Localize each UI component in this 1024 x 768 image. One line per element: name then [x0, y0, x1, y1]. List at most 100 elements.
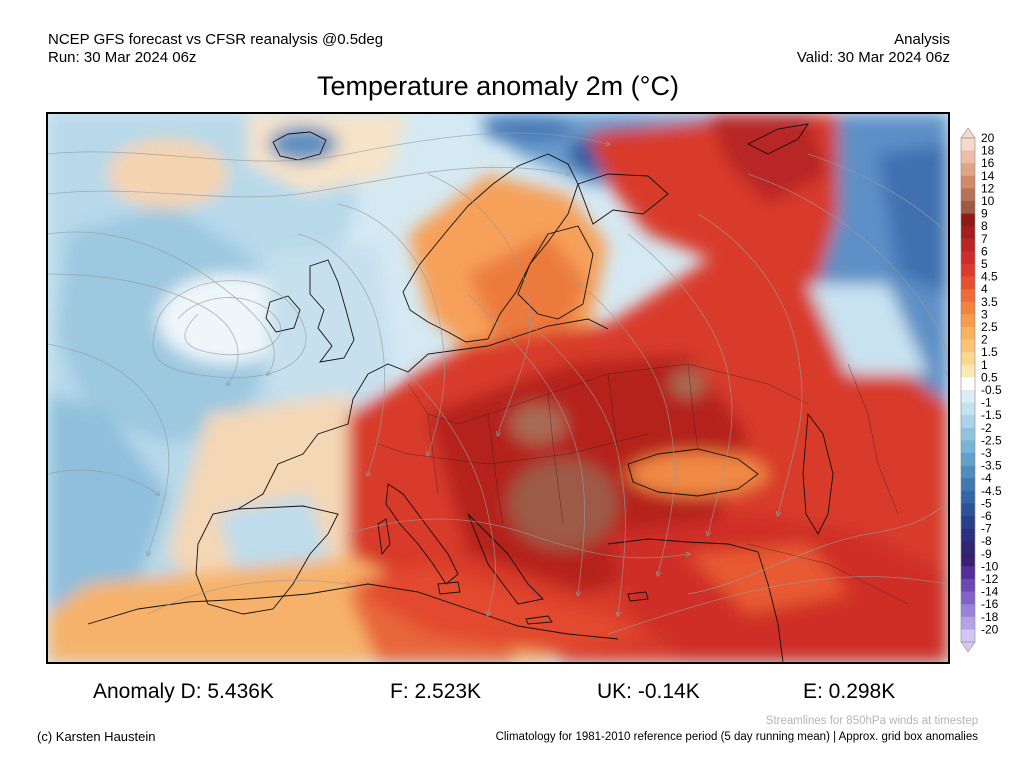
colorbar-tick-label: -10: [981, 559, 999, 573]
colorbar-swatch: [961, 604, 975, 618]
colorbar-tick-label: 2: [981, 333, 988, 347]
colorbar-swatch: [961, 163, 975, 177]
colorbar-swatch: [961, 415, 975, 429]
climatology-note: Climatology for 1981-2010 reference peri…: [495, 731, 978, 743]
colorbar-tick-label: 20: [981, 131, 995, 145]
colorbar-tick-label: -20: [981, 622, 999, 636]
colorbar-swatch: [961, 314, 975, 328]
colorbar-swatch: [961, 553, 975, 567]
colorbar-tick-label: 18: [981, 144, 995, 158]
colorbar-swatch: [961, 150, 975, 164]
colorbar-swatch: [961, 478, 975, 492]
colorbar-swatch: [961, 440, 975, 454]
colorbar-bottom-arrow: [960, 641, 976, 653]
map-title: Temperature anomaly 2m (°C): [317, 71, 679, 101]
colorbar-tick-label: -8: [981, 534, 992, 548]
colorbar-swatch: [961, 289, 975, 303]
colorbar-tick-label: 4.5: [981, 270, 998, 284]
anomaly-uk-stat: UK: -0.14K: [597, 680, 700, 703]
colorbar-swatch: [961, 402, 975, 416]
colorbar-tick-label: 8: [981, 219, 988, 233]
colorbar-swatch: [961, 276, 975, 290]
colorbar-tick-label: -0.5: [981, 383, 1002, 397]
colorbar-tick-label: 5: [981, 257, 988, 271]
colorbar-swatch: [961, 327, 975, 340]
colorbar-tick-label: 1: [981, 358, 988, 372]
colorbar-tick-label: 7: [981, 232, 988, 246]
colorbar-swatch: [961, 490, 975, 504]
colorbar-tick-label: 14: [981, 169, 995, 183]
colorbar-tick-label: -14: [981, 585, 999, 599]
colorbar-swatch: [961, 377, 975, 391]
colorbar-tick-label: -2: [981, 421, 992, 435]
colorbar-swatch: [961, 175, 975, 189]
colorbar-tick-label: 3.5: [981, 295, 998, 309]
model-description: NCEP GFS forecast vs CFSR reanalysis @0.…: [48, 31, 384, 48]
colorbar-swatch: [961, 188, 975, 202]
streamlines: [48, 132, 948, 635]
colorbar-top-arrow: [960, 127, 976, 139]
colorbar-tick-label: -12: [981, 572, 999, 586]
colorbar-swatch: [961, 453, 975, 466]
analysis-label: Analysis: [894, 31, 950, 48]
colorbar-tick-label: -1.5: [981, 408, 1002, 422]
streamlines-note: Streamlines for 850hPa winds at timestep: [765, 715, 978, 727]
anomaly-d-stat: Anomaly D: 5.436K: [93, 680, 274, 703]
colorbar-tick-label: 16: [981, 156, 995, 170]
copyright-text: (c) Karsten Haustein: [37, 729, 156, 744]
colorbar-tick-label: -7: [981, 522, 992, 536]
colorbar-swatch: [961, 339, 975, 353]
colorbar-swatch: [961, 591, 975, 605]
colorbar-tick-label: -5: [981, 496, 992, 510]
colorbar-tick-label: -3.5: [981, 459, 1002, 473]
colorbar-swatch: [961, 541, 975, 555]
colorbar-tick-label: -2.5: [981, 433, 1002, 447]
colorbar-swatch: [961, 566, 975, 580]
colorbar-swatch: [961, 238, 975, 252]
header-right: Analysis Valid: 30 Mar 2024 06z: [797, 31, 950, 67]
header-left: NCEP GFS forecast vs CFSR reanalysis @0.…: [48, 31, 383, 67]
anomaly-map: [46, 112, 950, 664]
anomaly-f-stat: F: 2.523K: [390, 680, 482, 703]
colorbar-tick-label: -9: [981, 547, 992, 561]
colorbar-legend: 20 18 16 14 12 10 9 8 7 6 5 4.5 4 3.5 3 2.5 2 1.5 1 0.5 -0.5…: [960, 127, 1020, 653]
colorbar-tick-label: 9: [981, 207, 988, 221]
colorbar-swatch: [961, 226, 975, 240]
colorbar-swatch: [961, 213, 975, 227]
colorbar-tick-label: 6: [981, 244, 988, 258]
colorbar-tick-label: -16: [981, 597, 999, 611]
colorbar-swatch: [961, 516, 975, 529]
coastlines: [87, 123, 834, 662]
colorbar-swatch: [961, 528, 975, 542]
colorbar-tick-label: 1.5: [981, 345, 998, 359]
colorbar-swatch: [961, 251, 975, 265]
colorbar-swatch: [961, 629, 975, 643]
colorbar-tick-label: 2.5: [981, 320, 998, 334]
colorbar-swatch: [961, 579, 975, 592]
colorbar-graphic: 201816141210987654.543.532.521.510.5-0.5…: [960, 127, 1002, 653]
colorbar-tick-label: -6: [981, 509, 992, 523]
colorbar-tick-label: -4: [981, 471, 992, 485]
borders: [377, 363, 909, 605]
colorbar-tick-label: -4.5: [981, 484, 1002, 498]
run-time: Run: 30 Mar 2024 06z: [48, 49, 197, 66]
colorbar-swatch: [961, 427, 975, 441]
colorbar-tick-label: 4: [981, 282, 988, 296]
colorbar-tick-label: -18: [981, 610, 999, 624]
colorbar-tick-label: -1: [981, 396, 992, 410]
colorbar-swatch: [961, 616, 975, 630]
colorbar-tick-label: 0.5: [981, 370, 998, 384]
colorbar-swatch: [961, 390, 975, 403]
colorbar-tick-label: 12: [981, 181, 995, 195]
colorbar-tick-label: 10: [981, 194, 995, 208]
colorbar-swatch: [961, 364, 975, 378]
colorbar-tick-label: 3: [981, 307, 988, 321]
colorbar-swatch: [961, 301, 975, 315]
colorbar-swatch: [961, 503, 975, 517]
colorbar-swatch: [961, 264, 975, 277]
colorbar-swatch: [961, 138, 975, 151]
colorbar-swatch: [961, 201, 975, 214]
anomaly-map-graphic: [48, 114, 948, 662]
colorbar-tick-label: -3: [981, 446, 992, 460]
anomaly-e-stat: E: 0.298K: [803, 680, 896, 703]
